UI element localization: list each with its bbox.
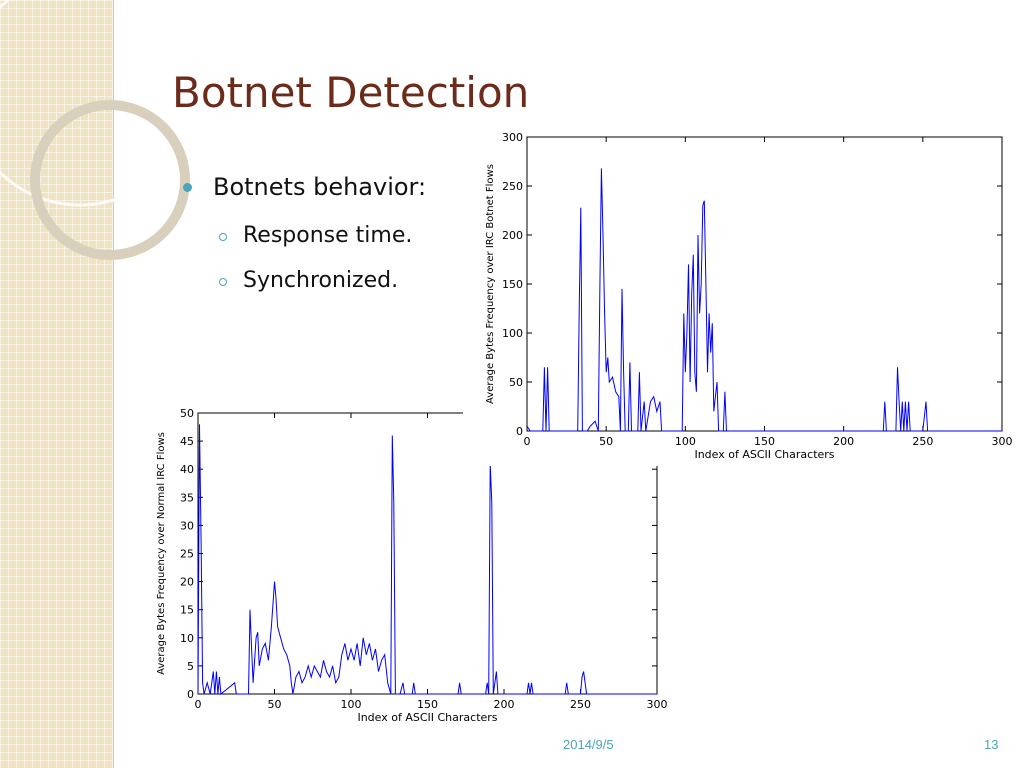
y-tick-label: 15 <box>180 604 194 617</box>
y-tick-label: 0 <box>187 688 194 701</box>
x-axis-label: Index of ASCII Characters <box>694 448 834 461</box>
plot-frame <box>526 136 1003 432</box>
y-tick-label: 50 <box>180 407 194 420</box>
x-tick-label: 150 <box>417 698 438 711</box>
x-axis-label: Index of ASCII Characters <box>357 711 497 724</box>
x-tick-label: 100 <box>341 698 362 711</box>
y-tick-label: 50 <box>509 376 523 389</box>
x-tick-label: 300 <box>992 435 1013 448</box>
x-tick-label: 100 <box>675 435 696 448</box>
x-tick-label: 50 <box>268 698 282 711</box>
y-tick-label: 250 <box>502 180 523 193</box>
x-tick-label: 0 <box>195 698 202 711</box>
sub-bullet-ring <box>219 233 227 241</box>
slide-title: Botnet Detection <box>172 68 530 117</box>
data-line <box>197 424 657 695</box>
y-tick-label: 300 <box>502 131 523 144</box>
y-tick-label: 30 <box>180 519 194 532</box>
y-tick-label: 20 <box>180 576 194 589</box>
x-tick-label: 200 <box>833 435 854 448</box>
y-tick-label: 5 <box>187 660 194 673</box>
x-tick-label: 150 <box>754 435 775 448</box>
y-tick-label: 200 <box>502 229 523 242</box>
x-tick-label: 50 <box>599 435 613 448</box>
page-number: 13 <box>984 737 999 752</box>
y-tick-label: 10 <box>180 632 194 645</box>
x-tick-label: 250 <box>912 435 933 448</box>
x-tick-label: 200 <box>494 698 515 711</box>
x-tick-label: 300 <box>647 698 668 711</box>
x-tick-label: 250 <box>570 698 591 711</box>
bullet-dot <box>183 183 192 192</box>
x-tick-label: 0 <box>524 435 531 448</box>
y-tick-label: 0 <box>516 425 523 438</box>
y-tick-label: 25 <box>180 548 194 561</box>
sub-bullet-ring <box>219 278 227 286</box>
y-tick-label: 150 <box>502 278 523 291</box>
sub-bullet: Response time. <box>243 223 413 248</box>
y-tick-label: 40 <box>180 463 194 476</box>
data-line <box>526 168 1002 432</box>
y-axis-label: Average Bytes Frequency over IRC Botnet … <box>485 164 496 404</box>
footer-date: 2014/9/5 <box>563 737 614 752</box>
y-tick-label: 35 <box>180 491 194 504</box>
y-tick-label: 45 <box>180 435 194 448</box>
sub-bullet: Synchronized. <box>243 268 399 293</box>
y-axis-label: Average Bytes Frequency over Normal IRC … <box>156 432 167 675</box>
bullet: Botnets behavior: <box>213 173 427 201</box>
y-tick-label: 100 <box>502 327 523 340</box>
